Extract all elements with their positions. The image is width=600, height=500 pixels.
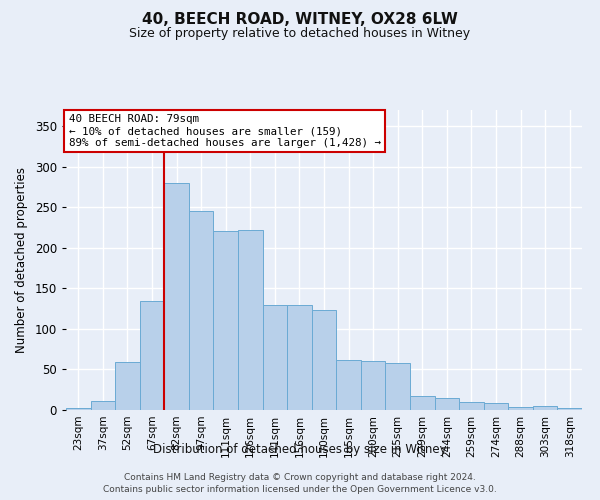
- Bar: [66, 408, 91, 410]
- Bar: [91, 401, 115, 410]
- Bar: [410, 396, 434, 410]
- Bar: [115, 362, 140, 410]
- Bar: [238, 230, 263, 410]
- Bar: [189, 212, 214, 410]
- Bar: [557, 408, 582, 410]
- Bar: [164, 183, 189, 410]
- Text: Contains public sector information licensed under the Open Government Licence v3: Contains public sector information licen…: [103, 485, 497, 494]
- Bar: [459, 402, 484, 410]
- Bar: [336, 360, 361, 410]
- Bar: [533, 406, 557, 410]
- Bar: [434, 398, 459, 410]
- Bar: [263, 304, 287, 410]
- Bar: [287, 304, 312, 410]
- Text: Contains HM Land Registry data © Crown copyright and database right 2024.: Contains HM Land Registry data © Crown c…: [124, 472, 476, 482]
- Bar: [484, 402, 508, 410]
- Text: Size of property relative to detached houses in Witney: Size of property relative to detached ho…: [130, 28, 470, 40]
- Y-axis label: Number of detached properties: Number of detached properties: [15, 167, 28, 353]
- Bar: [508, 407, 533, 410]
- Bar: [385, 363, 410, 410]
- Bar: [140, 300, 164, 410]
- Text: 40, BEECH ROAD, WITNEY, OX28 6LW: 40, BEECH ROAD, WITNEY, OX28 6LW: [142, 12, 458, 28]
- Bar: [361, 360, 385, 410]
- Bar: [214, 231, 238, 410]
- Text: 40 BEECH ROAD: 79sqm
← 10% of detached houses are smaller (159)
89% of semi-deta: 40 BEECH ROAD: 79sqm ← 10% of detached h…: [68, 114, 380, 148]
- Bar: [312, 310, 336, 410]
- Text: Distribution of detached houses by size in Witney: Distribution of detached houses by size …: [153, 442, 447, 456]
